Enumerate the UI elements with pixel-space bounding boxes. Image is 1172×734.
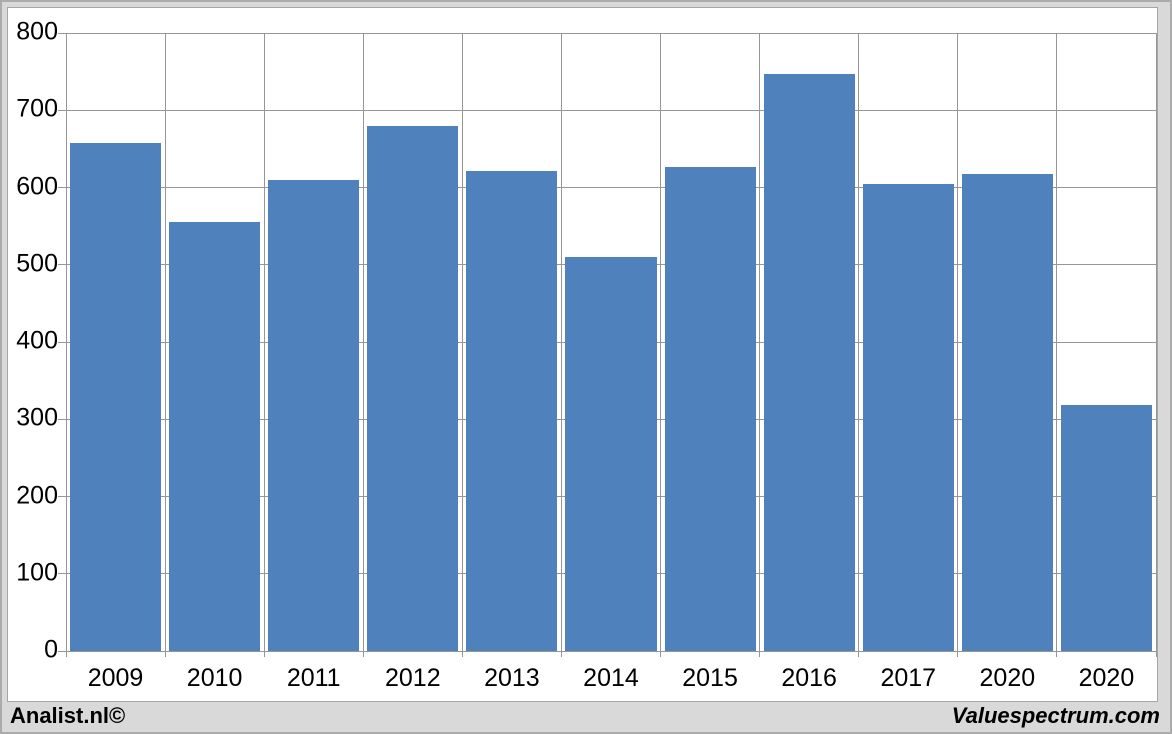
- footer-bar: Analist.nl© Valuespectrum.com: [2, 701, 1170, 732]
- x-axis-tick: [263, 651, 265, 657]
- bar: [367, 125, 459, 651]
- x-tick-label: 2010: [186, 664, 243, 692]
- v-gridline: [1155, 33, 1157, 651]
- x-axis-tick: [858, 651, 860, 657]
- y-tick-label: 700: [16, 94, 58, 123]
- bar: [466, 170, 558, 651]
- h-gridline: [66, 187, 1156, 188]
- x-axis-tick: [1056, 651, 1058, 657]
- bar: [1060, 405, 1152, 651]
- y-tick-label: 0: [44, 635, 58, 664]
- x-tick-label: 2011: [286, 664, 341, 692]
- y-axis-tick: [58, 264, 66, 266]
- y-axis-tick: [58, 187, 66, 188]
- x-axis-tick: [362, 651, 364, 657]
- x-tick-label: 2016: [781, 664, 837, 692]
- y-axis-tick: [58, 650, 66, 652]
- y-axis-tick: [58, 496, 66, 497]
- y-tick-label: 300: [16, 403, 58, 432]
- y-axis-tick: [58, 32, 66, 34]
- x-tick-label: 2020: [1078, 664, 1135, 692]
- y-tick-label: 800: [16, 17, 58, 46]
- x-tick-label: 2014: [583, 664, 639, 692]
- y-axis-tick: [58, 341, 66, 343]
- bar: [862, 184, 954, 651]
- bar: [268, 179, 360, 651]
- bar: [70, 143, 162, 651]
- chart-frame: 0 100 200 300 400 500 600 700 800 2009 2010 2011 201…: [7, 7, 1158, 702]
- x-axis-tick: [957, 651, 959, 657]
- x-axis-tick: [560, 651, 562, 657]
- x-tick-label: 2013: [484, 664, 540, 692]
- analist-credit: Analist.nl©: [10, 702, 126, 728]
- x-tick-label: 2015: [682, 664, 738, 692]
- y-tick-label: 100: [16, 558, 58, 587]
- y-axis-tick: [58, 109, 66, 111]
- x-axis-tick: [1155, 651, 1157, 657]
- x-axis-tick: [65, 651, 67, 657]
- valuespectrum-credit: Valuespectrum.com: [951, 702, 1160, 728]
- x-tick-label: 2012: [384, 664, 441, 692]
- bar: [961, 174, 1053, 651]
- y-tick-label: 400: [16, 326, 58, 355]
- x-tick-label: 2017: [880, 664, 937, 692]
- plot-area: 0 100 200 300 400 500 600 700 800 2009 2010 2011 201…: [16, 19, 1157, 691]
- x-axis-line: [66, 650, 1156, 652]
- h-gridline: [66, 109, 1156, 111]
- x-axis-tick: [759, 651, 761, 657]
- y-axis-tick: [58, 573, 66, 575]
- y-tick-label: 200: [16, 481, 58, 509]
- x-axis-tick: [164, 651, 166, 657]
- bar: [565, 257, 657, 651]
- h-gridline: [66, 32, 1156, 34]
- y-axis-tick: [58, 418, 66, 420]
- bar: [664, 166, 756, 651]
- x-axis-tick: [461, 651, 463, 657]
- x-tick-label: 2020: [979, 664, 1036, 692]
- bar: [169, 222, 261, 651]
- y-tick-label: 600: [16, 172, 58, 200]
- y-tick-label: 500: [16, 249, 58, 278]
- x-tick-label: 2009: [87, 664, 144, 692]
- bar: [763, 73, 855, 651]
- x-axis-tick: [660, 651, 662, 657]
